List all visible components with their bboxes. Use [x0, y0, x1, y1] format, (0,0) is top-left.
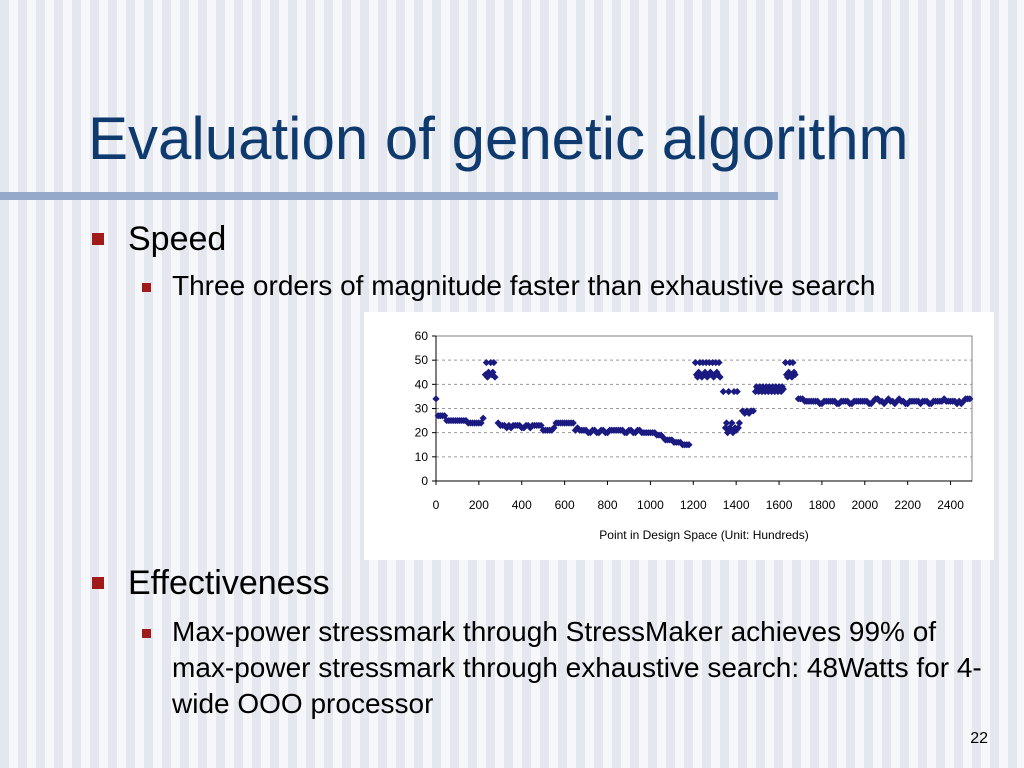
sub-bullet-speed: Three orders of magnitude faster than ex… [142, 268, 942, 348]
data-point [722, 419, 731, 427]
y-tick-label: 50 [415, 353, 429, 367]
data-point [889, 397, 897, 405]
data-point [668, 436, 676, 444]
data-point [636, 426, 644, 434]
data-point [959, 397, 968, 405]
data-point [831, 397, 839, 405]
data-point [784, 373, 792, 381]
slide-title: Evaluation of genetic algorithm [88, 105, 909, 172]
data-point [728, 419, 736, 427]
data-point [893, 397, 901, 405]
y-tick-label: 20 [415, 426, 429, 440]
x-tick-label: 1600 [766, 498, 793, 512]
data-point [571, 426, 579, 434]
y-tick-label: 10 [415, 450, 429, 464]
data-point [719, 387, 727, 396]
sub-bullet-effectiveness-text: Max-power stressmark through StressMaker… [172, 616, 982, 719]
data-point [526, 424, 534, 432]
x-tick-label: 2400 [937, 498, 964, 512]
data-point [727, 426, 735, 434]
y-tick-label: 40 [415, 377, 429, 391]
data-point [878, 397, 886, 405]
data-point [489, 368, 497, 376]
y-tick-label: 0 [421, 474, 428, 488]
data-point [701, 368, 709, 376]
data-point [848, 400, 856, 408]
data-point [721, 424, 730, 432]
data-point [490, 358, 498, 367]
x-tick-label: 1800 [809, 498, 836, 512]
data-point [738, 407, 747, 415]
data-point [623, 429, 631, 437]
sub-bullet-effectiveness: Max-power stressmark through StressMaker… [142, 614, 1002, 724]
data-point [715, 358, 723, 367]
sub-bullet-speed-text: Three orders of magnitude faster than ex… [172, 270, 876, 301]
data-point [799, 395, 807, 403]
scatter-chart: 0 10 20 30 40 50 60 0 200 400 600 800 1000 1200 1400 16… [364, 312, 994, 560]
data-point [835, 400, 843, 408]
square-bullet-icon [92, 577, 104, 589]
x-tick-label: 0 [433, 498, 440, 512]
x-tick-label: 2000 [851, 498, 878, 512]
data-point [733, 387, 741, 396]
x-tick-label: 800 [598, 498, 618, 512]
data-point [729, 429, 737, 437]
data-point [659, 433, 667, 442]
x-tick-label: 1000 [637, 498, 664, 512]
square-bullet-icon [142, 629, 151, 638]
x-tick-label: 1200 [680, 498, 707, 512]
y-tick-label: 30 [415, 402, 429, 416]
data-point [788, 373, 796, 381]
x-axis-label: Point in Design Space (Unit: Hundreds) [599, 528, 808, 542]
data-point [695, 368, 703, 376]
data-point [863, 397, 871, 405]
bullet-speed-label: Speed [128, 220, 227, 258]
data-point [599, 426, 607, 434]
data-point [741, 409, 749, 417]
data-point [818, 400, 826, 408]
slide-number: 22 [970, 730, 988, 747]
x-tick-label: 400 [512, 498, 532, 512]
data-point [777, 387, 785, 396]
square-bullet-icon [142, 283, 151, 292]
data-point [951, 397, 959, 405]
data-point [698, 373, 706, 381]
data-point [732, 426, 740, 434]
data-point [440, 412, 449, 420]
data-point [869, 397, 877, 405]
data-point [631, 429, 639, 437]
data-point [923, 397, 931, 405]
data-point [955, 397, 963, 405]
data-point [734, 424, 742, 432]
data-point [714, 371, 722, 379]
y-tick-label: 60 [415, 329, 429, 343]
x-tick-label: 1400 [723, 498, 750, 512]
data-point [716, 373, 724, 381]
data-point [914, 397, 922, 405]
data-point [685, 441, 693, 449]
data-point [569, 419, 577, 427]
data-point [882, 397, 890, 405]
data-point [494, 419, 502, 427]
x-tick-label: 2200 [894, 498, 921, 512]
data-point [938, 397, 946, 405]
data-point [676, 438, 685, 446]
data-point [432, 395, 440, 403]
data-point [814, 397, 822, 405]
bullet-effectiveness-label: Effectiveness [128, 564, 330, 602]
x-tick-label: 600 [555, 498, 575, 512]
data-point [735, 419, 743, 427]
data-point [618, 426, 627, 434]
x-tick-label: 200 [469, 498, 489, 512]
data-point [867, 400, 875, 408]
title-divider [0, 192, 778, 200]
data-point [844, 397, 852, 405]
data-point [899, 397, 907, 405]
square-bullet-icon [92, 233, 104, 245]
